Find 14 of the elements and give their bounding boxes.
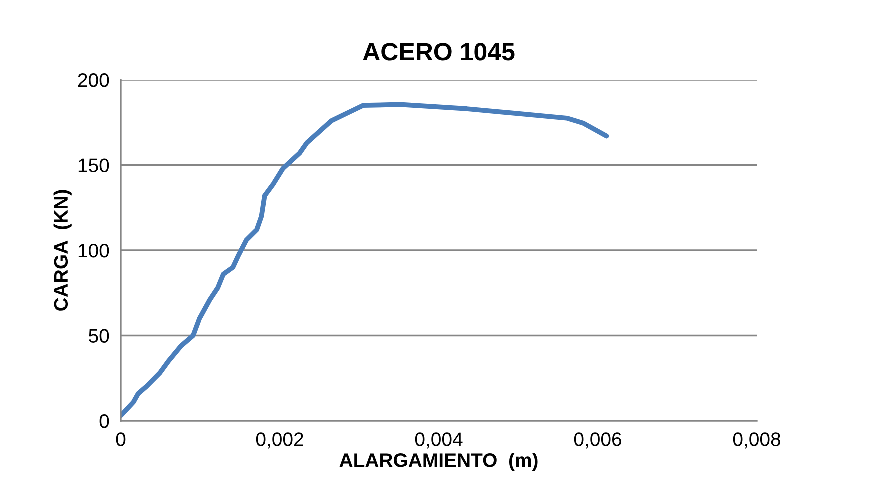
y-tick-label: 150 xyxy=(78,158,110,172)
y-tick-label: 200 xyxy=(78,73,110,88)
y-tick-label: 0 xyxy=(100,414,110,428)
x-tick-label: 0,004 xyxy=(415,432,463,449)
y-tick-label: 100 xyxy=(78,244,110,258)
x-tick-label: 0,006 xyxy=(574,432,622,449)
x-tick-label: 0 xyxy=(116,432,126,446)
y-axis-title: CARGA (KN) xyxy=(54,190,72,311)
y-tick-label: 50 xyxy=(89,329,110,343)
x-tick-label: 0,008 xyxy=(733,432,780,449)
x-axis-title: ALARGAMIENTO (m) xyxy=(340,453,538,472)
x-tick-label: 0,002 xyxy=(256,432,304,449)
line-series xyxy=(121,102,610,418)
chart-title: ACERO 1045 xyxy=(363,43,515,61)
